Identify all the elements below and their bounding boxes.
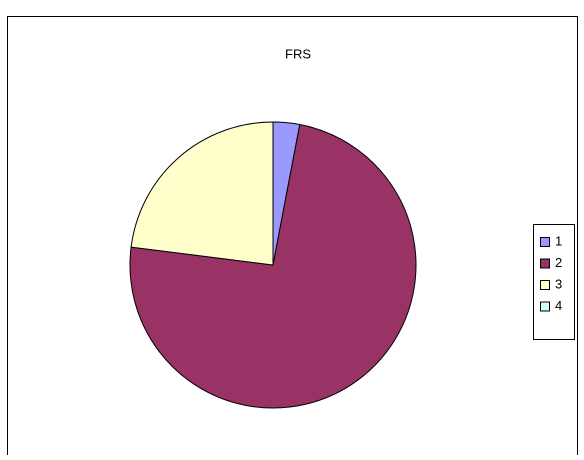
- legend-label: 2: [555, 255, 562, 270]
- legend-label: 3: [555, 276, 562, 291]
- legend-box: [533, 224, 575, 340]
- pie-slice: [130, 121, 274, 266]
- legend-label: 1: [555, 233, 562, 248]
- legend-swatch: [540, 301, 550, 312]
- legend-swatch: [540, 258, 550, 269]
- legend-label: 4: [555, 298, 562, 313]
- pie-slice: [129, 123, 417, 409]
- legend-swatch: [540, 237, 550, 247]
- legend-swatch: [540, 280, 550, 290]
- chart-title: FRS: [285, 46, 311, 61]
